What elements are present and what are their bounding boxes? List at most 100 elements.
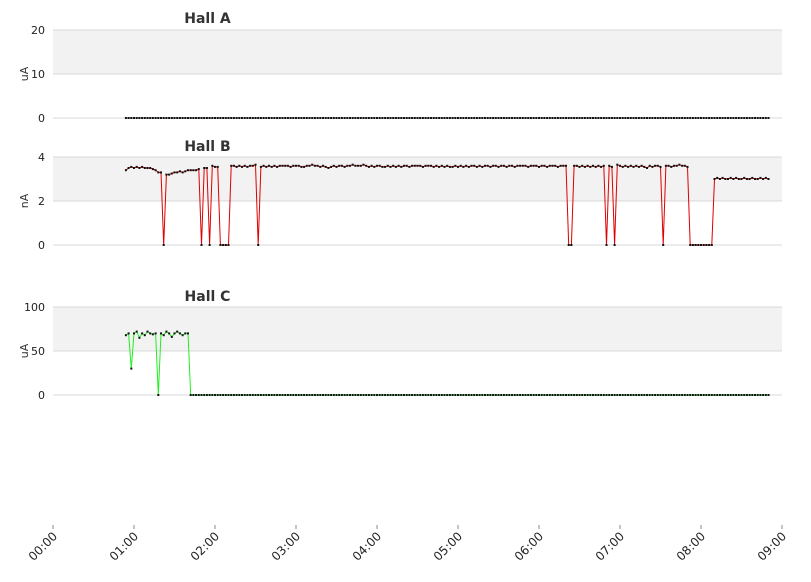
data-point	[651, 117, 654, 119]
data-point	[729, 117, 732, 119]
data-point	[324, 394, 327, 396]
data-point	[532, 117, 535, 119]
data-point	[162, 117, 165, 119]
data-point	[416, 394, 419, 396]
data-point	[376, 117, 378, 119]
data-point	[519, 394, 522, 396]
y-tick-label: 50	[31, 345, 45, 358]
data-point	[502, 394, 505, 396]
data-point	[189, 117, 192, 119]
data-point	[370, 394, 373, 396]
data-point	[216, 165, 219, 168]
data-point	[362, 117, 365, 119]
data-point	[303, 117, 306, 119]
data-point	[435, 117, 438, 119]
data-point	[497, 165, 500, 168]
data-point	[597, 394, 600, 396]
data-point	[713, 178, 716, 180]
x-tick-label: 07:00	[593, 529, 627, 563]
data-point	[740, 117, 743, 119]
data-point	[473, 164, 476, 167]
data-point	[359, 117, 362, 119]
data-point	[505, 394, 508, 396]
data-point	[157, 171, 160, 174]
data-point	[130, 165, 133, 168]
data-point	[467, 394, 470, 396]
y-axis-label: uA	[18, 343, 31, 358]
chart-title: Hall B	[184, 139, 230, 155]
data-point	[718, 394, 721, 396]
data-point	[494, 164, 497, 167]
data-point	[427, 164, 430, 167]
data-point	[208, 244, 211, 246]
data-point	[683, 117, 686, 119]
data-point	[327, 394, 330, 396]
data-point	[637, 394, 640, 396]
data-point	[427, 117, 430, 119]
data-point	[373, 394, 376, 396]
data-point	[619, 164, 621, 167]
data-point	[181, 171, 184, 174]
data-point	[408, 165, 411, 168]
x-tick-label: 03:00	[269, 529, 303, 563]
data-point	[637, 117, 640, 119]
data-point	[608, 164, 611, 167]
data-point	[224, 117, 227, 119]
data-point	[292, 394, 295, 396]
data-point	[313, 164, 316, 167]
data-point	[232, 164, 235, 167]
data-point	[500, 117, 503, 119]
data-point	[478, 117, 481, 119]
data-point	[392, 394, 395, 396]
data-point	[346, 394, 349, 396]
data-point	[238, 394, 241, 396]
data-point	[475, 117, 478, 119]
data-point	[481, 165, 484, 168]
data-point	[619, 117, 621, 119]
data-point	[300, 394, 303, 396]
data-point	[664, 117, 667, 119]
data-point	[459, 394, 462, 396]
data-point	[270, 394, 273, 396]
data-point	[327, 117, 330, 119]
data-point	[681, 164, 684, 167]
data-point	[475, 165, 478, 168]
data-point	[551, 394, 554, 396]
data-point	[691, 394, 694, 396]
data-point	[133, 332, 135, 335]
data-point	[381, 394, 384, 396]
data-point	[276, 394, 279, 396]
data-point	[243, 164, 246, 167]
data-point	[424, 117, 427, 119]
data-point	[232, 117, 235, 119]
data-point	[632, 165, 635, 168]
data-point	[562, 164, 565, 167]
data-point	[697, 117, 700, 119]
data-point	[243, 394, 246, 396]
data-point	[594, 117, 597, 119]
data-point	[597, 117, 600, 119]
data-point	[662, 117, 665, 119]
data-point	[238, 117, 241, 119]
data-point	[365, 394, 368, 396]
data-point	[430, 117, 432, 119]
x-tick-label: 01:00	[107, 529, 141, 563]
data-point	[613, 117, 616, 119]
data-point	[759, 117, 762, 119]
data-point	[181, 334, 184, 337]
data-point	[189, 169, 192, 172]
data-point	[721, 117, 724, 119]
data-point	[573, 117, 576, 119]
data-point	[303, 394, 306, 396]
data-point	[197, 117, 200, 119]
data-point	[532, 394, 535, 396]
data-point	[605, 117, 608, 119]
data-point	[497, 394, 500, 396]
data-point	[386, 117, 389, 119]
y-tick-label: 2	[38, 195, 45, 208]
data-point	[556, 117, 559, 119]
plot-band-upper	[53, 307, 782, 351]
data-point	[643, 394, 646, 396]
data-point	[138, 167, 141, 169]
data-point	[316, 394, 319, 396]
